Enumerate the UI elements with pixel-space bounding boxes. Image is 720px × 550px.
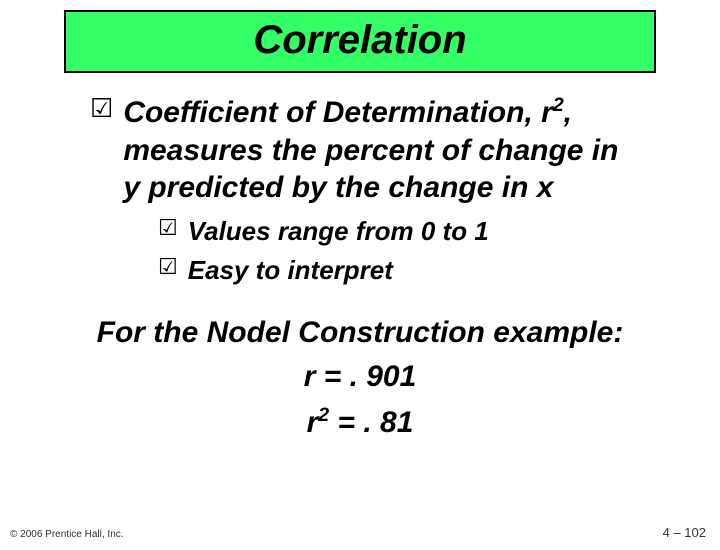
r2-sup: 2 (318, 404, 329, 426)
example-line-2: r2 = . 81 (90, 404, 630, 440)
slide-title: Correlation (253, 18, 466, 62)
lvl1-sup: 2 (553, 94, 564, 116)
checkbox-icon: ☑ (158, 254, 178, 280)
lvl1-prefix: Coefficient of Determination, r (123, 96, 553, 129)
content-area: ☑ Coefficient of Determination, r2, meas… (0, 73, 720, 440)
checkbox-icon: ☑ (90, 93, 113, 124)
r-value: . 901 (350, 360, 417, 393)
r-label: r = (304, 360, 350, 393)
copyright: © 2006 Prentice Hall, Inc. (10, 529, 124, 540)
r2-var: r (307, 406, 319, 439)
bullet-lvl1: ☑ Coefficient of Determination, r2, meas… (90, 93, 630, 207)
title-box: Correlation (64, 10, 656, 73)
lvl2-a-text: Values range from 0 to 1 (188, 215, 489, 249)
sub-bullets: ☑ Values range from 0 to 1 ☑ Easy to int… (90, 215, 630, 289)
bullet-lvl2-b: ☑ Easy to interpret (158, 254, 630, 288)
r2-value: . 81 (363, 406, 413, 439)
lvl1-text: Coefficient of Determination, r2, measur… (123, 93, 630, 207)
example-block: For the Nodel Construction example: r = … (90, 316, 630, 440)
bullet-lvl2-a: ☑ Values range from 0 to 1 (158, 215, 630, 249)
r2-eq: = (329, 406, 363, 439)
page-number: 4 – 102 (663, 525, 706, 540)
checkbox-icon: ☑ (158, 215, 178, 241)
example-line-1: r = . 901 (90, 360, 630, 394)
example-heading: For the Nodel Construction example: (90, 316, 630, 350)
lvl2-b-text: Easy to interpret (188, 254, 393, 288)
